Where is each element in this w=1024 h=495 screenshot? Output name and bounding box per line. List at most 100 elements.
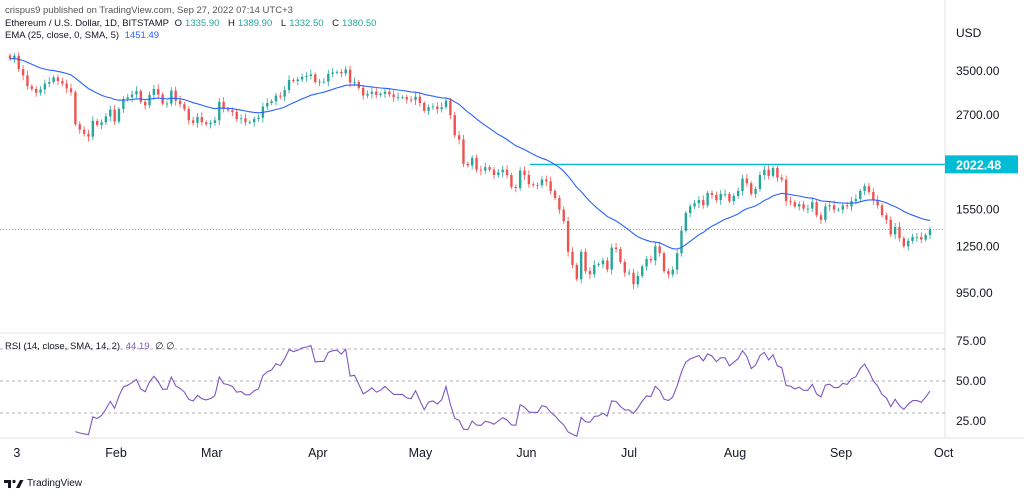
symbol-title: Ethereum / U.S. Dollar, 1D, BITSTAMP [5, 18, 170, 29]
candle-body [728, 193, 731, 202]
candle-body [588, 271, 592, 275]
candle-body [48, 82, 51, 84]
candle-body [457, 135, 461, 140]
candle-body [375, 91, 378, 95]
candle-body [52, 77, 55, 83]
candle-body [505, 169, 509, 175]
time-tick-label: Oct [934, 446, 954, 460]
rsi-label: RSI (14, close, SMA, 14, 2) [5, 341, 121, 352]
candle-body [671, 269, 674, 275]
candle-body [274, 95, 278, 102]
candle-body [231, 110, 234, 113]
candle-body [832, 205, 836, 210]
candle-body [601, 260, 605, 265]
candle-body [113, 109, 116, 122]
ohlc-high: H 1389.90 [228, 18, 273, 29]
candle-body [802, 204, 805, 209]
candle-body [462, 139, 465, 164]
tradingview-brand[interactable]: TradingView [4, 478, 82, 489]
rsi-line[interactable] [75, 344, 931, 437]
candle-body [13, 55, 16, 59]
candle-body [405, 97, 408, 100]
candle-body [750, 183, 753, 194]
published-line: crispus9 published on TradingView.com, S… [5, 5, 293, 16]
candle-body [885, 215, 888, 220]
candle-body [518, 170, 522, 189]
candle-body [688, 206, 692, 213]
candle-body [771, 167, 775, 176]
rsi-legend[interactable]: RSI (14, close, SMA, 14, 2) 44.19 ∅ ∅ [5, 341, 177, 353]
ohlc-open: O 1335.90 [174, 18, 220, 29]
candle-body [270, 101, 273, 104]
candle-body [109, 109, 112, 117]
candle-body [641, 266, 644, 276]
candle-body [488, 167, 491, 170]
candle-body [719, 193, 722, 201]
candle-body [540, 179, 544, 186]
candle-body [623, 261, 626, 273]
candle-body [632, 272, 635, 285]
candle-body [562, 209, 565, 222]
candle-body [392, 94, 395, 98]
candle-body [924, 235, 927, 240]
candle-body [662, 253, 666, 272]
price-tick-label: 1250.00 [956, 239, 1000, 253]
candle-body [549, 181, 552, 191]
candle-body [292, 79, 295, 82]
candle-body [318, 81, 321, 83]
candle-body [440, 107, 443, 109]
candle-body [409, 99, 413, 101]
candle-body [780, 177, 783, 180]
candle-body [789, 201, 792, 203]
candle-body [453, 115, 456, 136]
candle-body [745, 178, 749, 184]
candle-body [754, 189, 757, 194]
candle-body [69, 88, 73, 93]
candle-body [449, 100, 452, 116]
candle-body [571, 251, 574, 265]
candle-body [584, 251, 587, 272]
candle-body [859, 190, 862, 200]
ema-line[interactable] [9, 58, 931, 250]
candle-body [388, 91, 391, 95]
candle-body [893, 226, 897, 235]
candle-body [915, 237, 919, 238]
candle-body [806, 208, 810, 210]
candle-body [135, 91, 138, 95]
candle-body [187, 108, 190, 121]
candle-body [309, 74, 313, 76]
candle-body [305, 75, 308, 77]
candle-body [732, 195, 735, 202]
candle-body [183, 104, 186, 109]
candle-body [279, 95, 282, 97]
candle-body [117, 108, 121, 122]
candle-body [863, 186, 866, 191]
candle-body [880, 205, 884, 216]
candle-body [784, 179, 788, 202]
candle-body [226, 108, 230, 111]
time-tick-label: Mar [201, 446, 223, 460]
rsi-tick-label: 25.00 [956, 414, 986, 428]
candle-body [191, 120, 195, 123]
level-price-tag [945, 155, 1018, 174]
candle-body [431, 106, 435, 108]
candle-body [675, 253, 679, 270]
price-tick-label: 950.00 [956, 286, 993, 300]
ema-legend[interactable]: EMA (25, close, 0, SMA, 5) 1451.49 [5, 30, 162, 42]
candle-body [928, 229, 932, 236]
candle-body [741, 178, 744, 191]
candle-body [710, 192, 714, 195]
candle-body [850, 201, 853, 207]
candle-body [300, 76, 304, 80]
candle-body [157, 88, 160, 95]
candle-body [314, 74, 317, 83]
candle-body [78, 124, 81, 130]
candle-body [479, 169, 483, 171]
candle-body [252, 119, 256, 123]
candle-body [222, 101, 225, 109]
candle-body [824, 206, 827, 220]
currency-label: USD [956, 26, 982, 40]
candle-body [558, 197, 561, 210]
candle-body [26, 75, 29, 87]
